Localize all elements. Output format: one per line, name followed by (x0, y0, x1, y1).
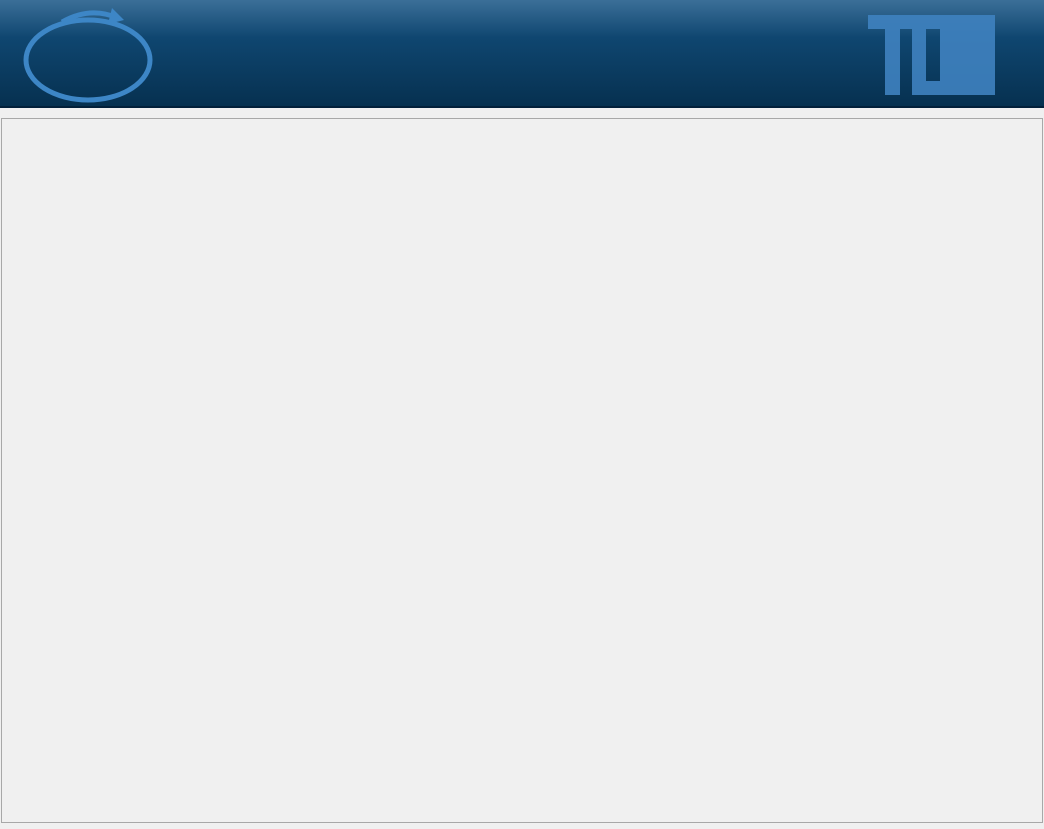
header-banner (0, 0, 1044, 108)
tum-u-right (940, 15, 954, 95)
tum-m-right (981, 15, 995, 95)
tum-u-left (912, 15, 926, 95)
content-panel (1, 118, 1043, 823)
logo-ring (23, 17, 153, 103)
logo-arrowhead (108, 8, 124, 24)
tum-logo (868, 15, 995, 95)
tum-t-stem (885, 15, 900, 95)
rt-logo (23, 8, 153, 103)
tum-m-mid (967, 15, 981, 95)
header-edge (0, 106, 1044, 108)
tum-m-left (953, 15, 967, 95)
